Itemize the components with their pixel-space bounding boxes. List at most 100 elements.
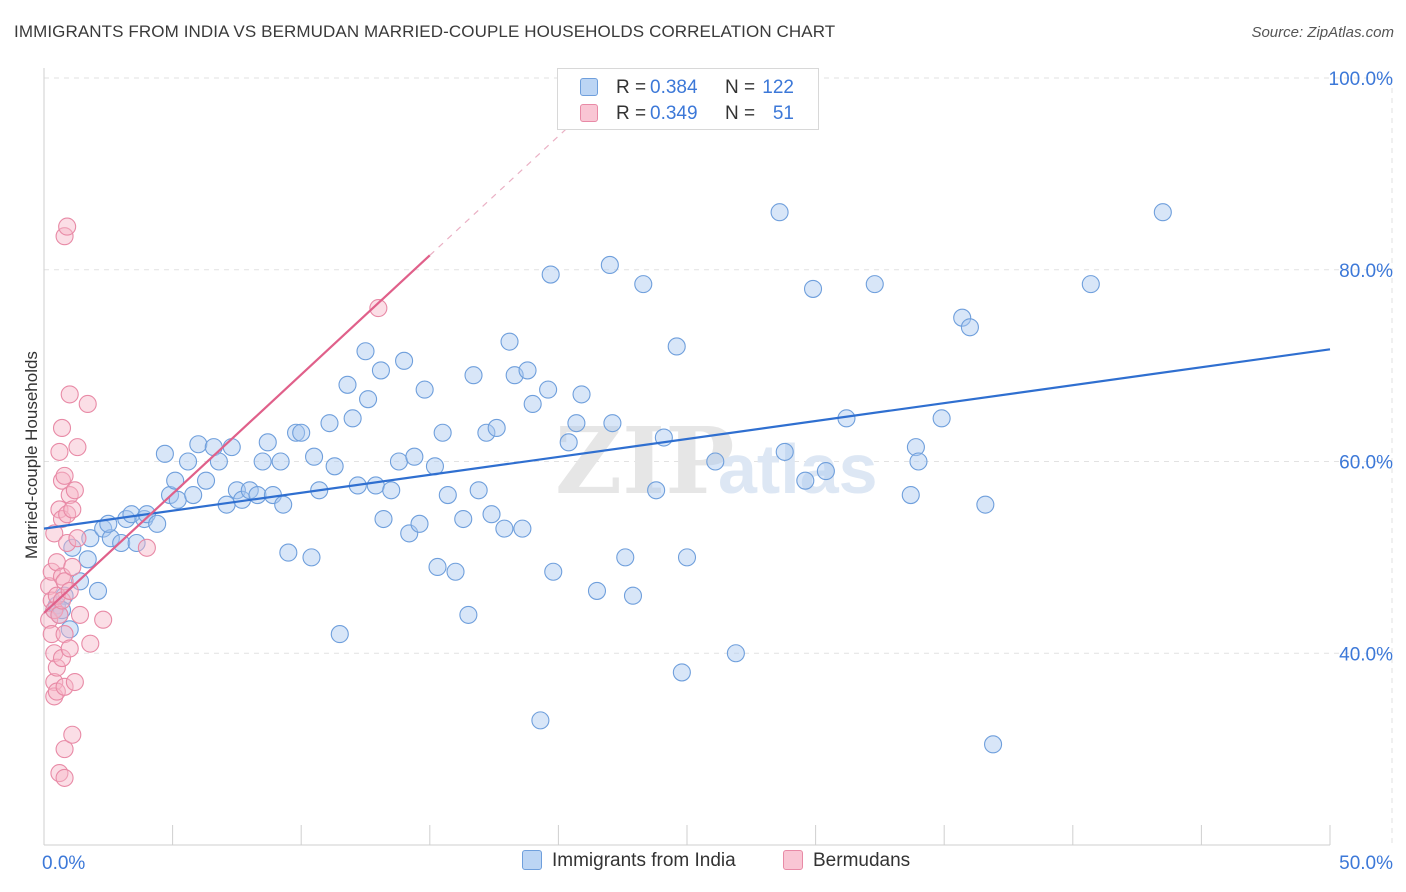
bermuda-point (52, 471, 72, 490)
y-tick-label: 100.0% (1329, 69, 1394, 90)
india-point (343, 409, 362, 428)
india-point (81, 529, 100, 548)
bermuda-point (94, 610, 113, 629)
india-point (672, 663, 691, 682)
india-point (209, 452, 228, 471)
india-point (539, 380, 558, 399)
stats-legend: R = 0.384 N = 122 R = 0.349 N = 51 (557, 68, 819, 130)
india-point (196, 471, 216, 490)
bermuda-point (78, 394, 97, 414)
india-point (567, 414, 586, 433)
india-point (603, 414, 622, 433)
bermuda-point (52, 648, 72, 668)
bermuda-point (81, 634, 100, 653)
india-point (292, 423, 311, 442)
bermuda-point (58, 505, 77, 524)
india-point (274, 495, 293, 514)
bermuda-point (65, 481, 84, 500)
india-point (382, 481, 401, 500)
india-point (616, 548, 635, 567)
india-point (305, 447, 324, 466)
india-point (816, 462, 835, 481)
bermuda-point (55, 677, 74, 696)
india-point (227, 481, 246, 500)
india-point (623, 586, 643, 605)
bermuda-point (42, 562, 61, 581)
bermuda-point (50, 605, 69, 624)
bermuda-point (50, 442, 69, 461)
india-point (287, 423, 306, 442)
india-point (127, 533, 146, 553)
india-point (464, 366, 483, 385)
india-point (60, 620, 79, 639)
india-point (976, 495, 995, 514)
india-point (395, 351, 414, 370)
india-point (279, 543, 298, 562)
x-tick-label: 0.0% (42, 853, 85, 874)
india-point (325, 457, 344, 476)
legend-row-india: R = 0.384 N = 122 (558, 74, 818, 100)
legend-row-bermuda: R = 0.349 N = 51 (558, 100, 818, 126)
india-point (482, 505, 501, 524)
india-point (63, 538, 82, 557)
bermuda-point (60, 385, 79, 404)
bermuda-point (137, 538, 156, 557)
india-point (166, 471, 185, 490)
bermuda-point (47, 658, 66, 677)
series-india-points (45, 203, 1172, 754)
bermuda-point (55, 625, 74, 644)
bottom-legend-swatch-india (522, 850, 542, 870)
bottom-legend-bermuda: Bermudans (783, 850, 910, 872)
india-point (184, 486, 203, 505)
india-point (320, 414, 339, 433)
india-point (634, 275, 653, 294)
bermuda-point (70, 605, 90, 624)
india-point (600, 255, 619, 275)
india-point (366, 476, 385, 495)
india-point (371, 361, 390, 380)
india-point (405, 447, 424, 466)
india-point (531, 711, 550, 730)
india-point (410, 514, 429, 533)
chart-title: IMMIGRANTS FROM INDIA VS BERMUDAN MARRIE… (14, 22, 836, 41)
india-point (459, 605, 478, 624)
bermuda-point (55, 466, 74, 485)
india-point (469, 481, 488, 500)
india-point (906, 438, 925, 457)
y-tick-label: 80.0% (1339, 261, 1393, 282)
india-point (1081, 275, 1100, 294)
legend-swatch-bermuda (580, 104, 598, 122)
india-point (78, 550, 97, 569)
legend-r-value: 0.384 (650, 77, 698, 98)
india-point (253, 452, 272, 471)
india-point (559, 433, 578, 452)
watermark-atlas: atlas (718, 430, 878, 508)
india-point (222, 438, 241, 457)
bermuda-point (60, 486, 79, 505)
bermuda-point (52, 418, 72, 437)
bermuda-point (55, 768, 74, 787)
india-point (487, 418, 506, 437)
india-point (706, 452, 725, 471)
india-point (446, 562, 465, 581)
trend-lines (43, 77, 1331, 614)
legend-r-label: R = (616, 103, 647, 124)
legend-n-value: 122 (762, 77, 794, 98)
india-point (1153, 203, 1172, 222)
bottom-legend-india: Immigrants from India (522, 850, 736, 872)
bermuda-point (65, 672, 84, 692)
bermuda-point (55, 740, 74, 759)
india-point (415, 380, 434, 399)
bermuda-point (52, 591, 72, 610)
bermuda-trend-line (43, 254, 431, 614)
bermuda-point (63, 725, 82, 744)
legend-swatch-india (580, 78, 598, 96)
india-point (454, 509, 473, 529)
india-point (433, 423, 452, 442)
india-point (356, 342, 375, 361)
india-point (495, 519, 514, 538)
bermuda-point (45, 524, 64, 543)
india-point (803, 279, 823, 298)
india-point (330, 625, 349, 644)
india-point (572, 385, 591, 404)
